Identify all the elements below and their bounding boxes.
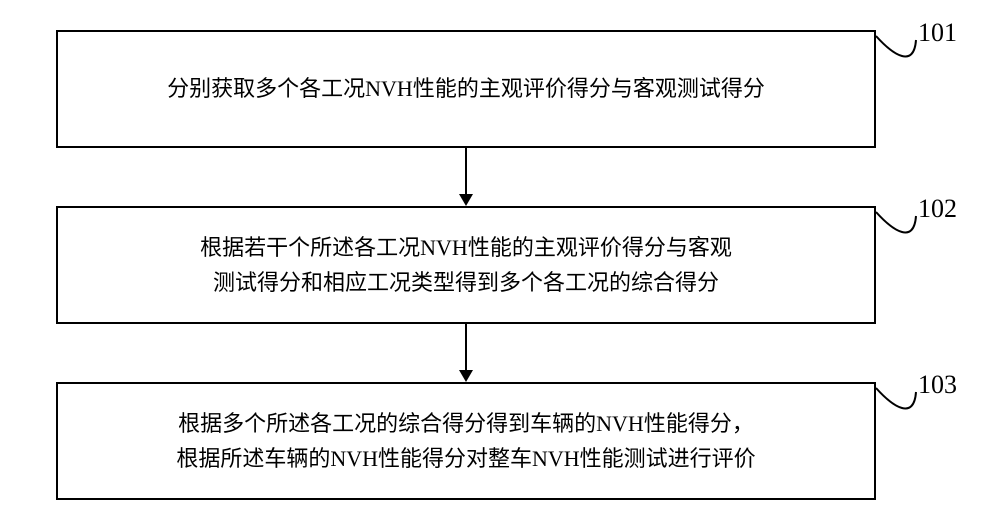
flow-step-text: 根据多个所述各工况的综合得分得到车辆的NVH性能得分， 根据所述车辆的NVH性能… [176, 406, 755, 476]
flow-step-3: 根据多个所述各工况的综合得分得到车辆的NVH性能得分， 根据所述车辆的NVH性能… [56, 382, 876, 500]
flow-arrow-2 [456, 324, 476, 382]
flow-step-1: 分别获取多个各工况NVH性能的主观评价得分与客观测试得分 [56, 30, 876, 148]
callout-line-3 [872, 342, 954, 436]
flowchart-canvas: 分别获取多个各工况NVH性能的主观评价得分与客观测试得分101根据若干个所述各工… [0, 0, 1000, 516]
callout-line-2 [872, 166, 954, 260]
flow-step-2: 根据若干个所述各工况NVH性能的主观评价得分与客观 测试得分和相应工况类型得到多… [56, 206, 876, 324]
flow-step-text: 分别获取多个各工况NVH性能的主观评价得分与客观测试得分 [167, 71, 765, 106]
flow-step-text: 根据若干个所述各工况NVH性能的主观评价得分与客观 测试得分和相应工况类型得到多… [200, 230, 732, 300]
flow-arrow-1 [456, 148, 476, 206]
callout-line-1 [872, 0, 954, 84]
